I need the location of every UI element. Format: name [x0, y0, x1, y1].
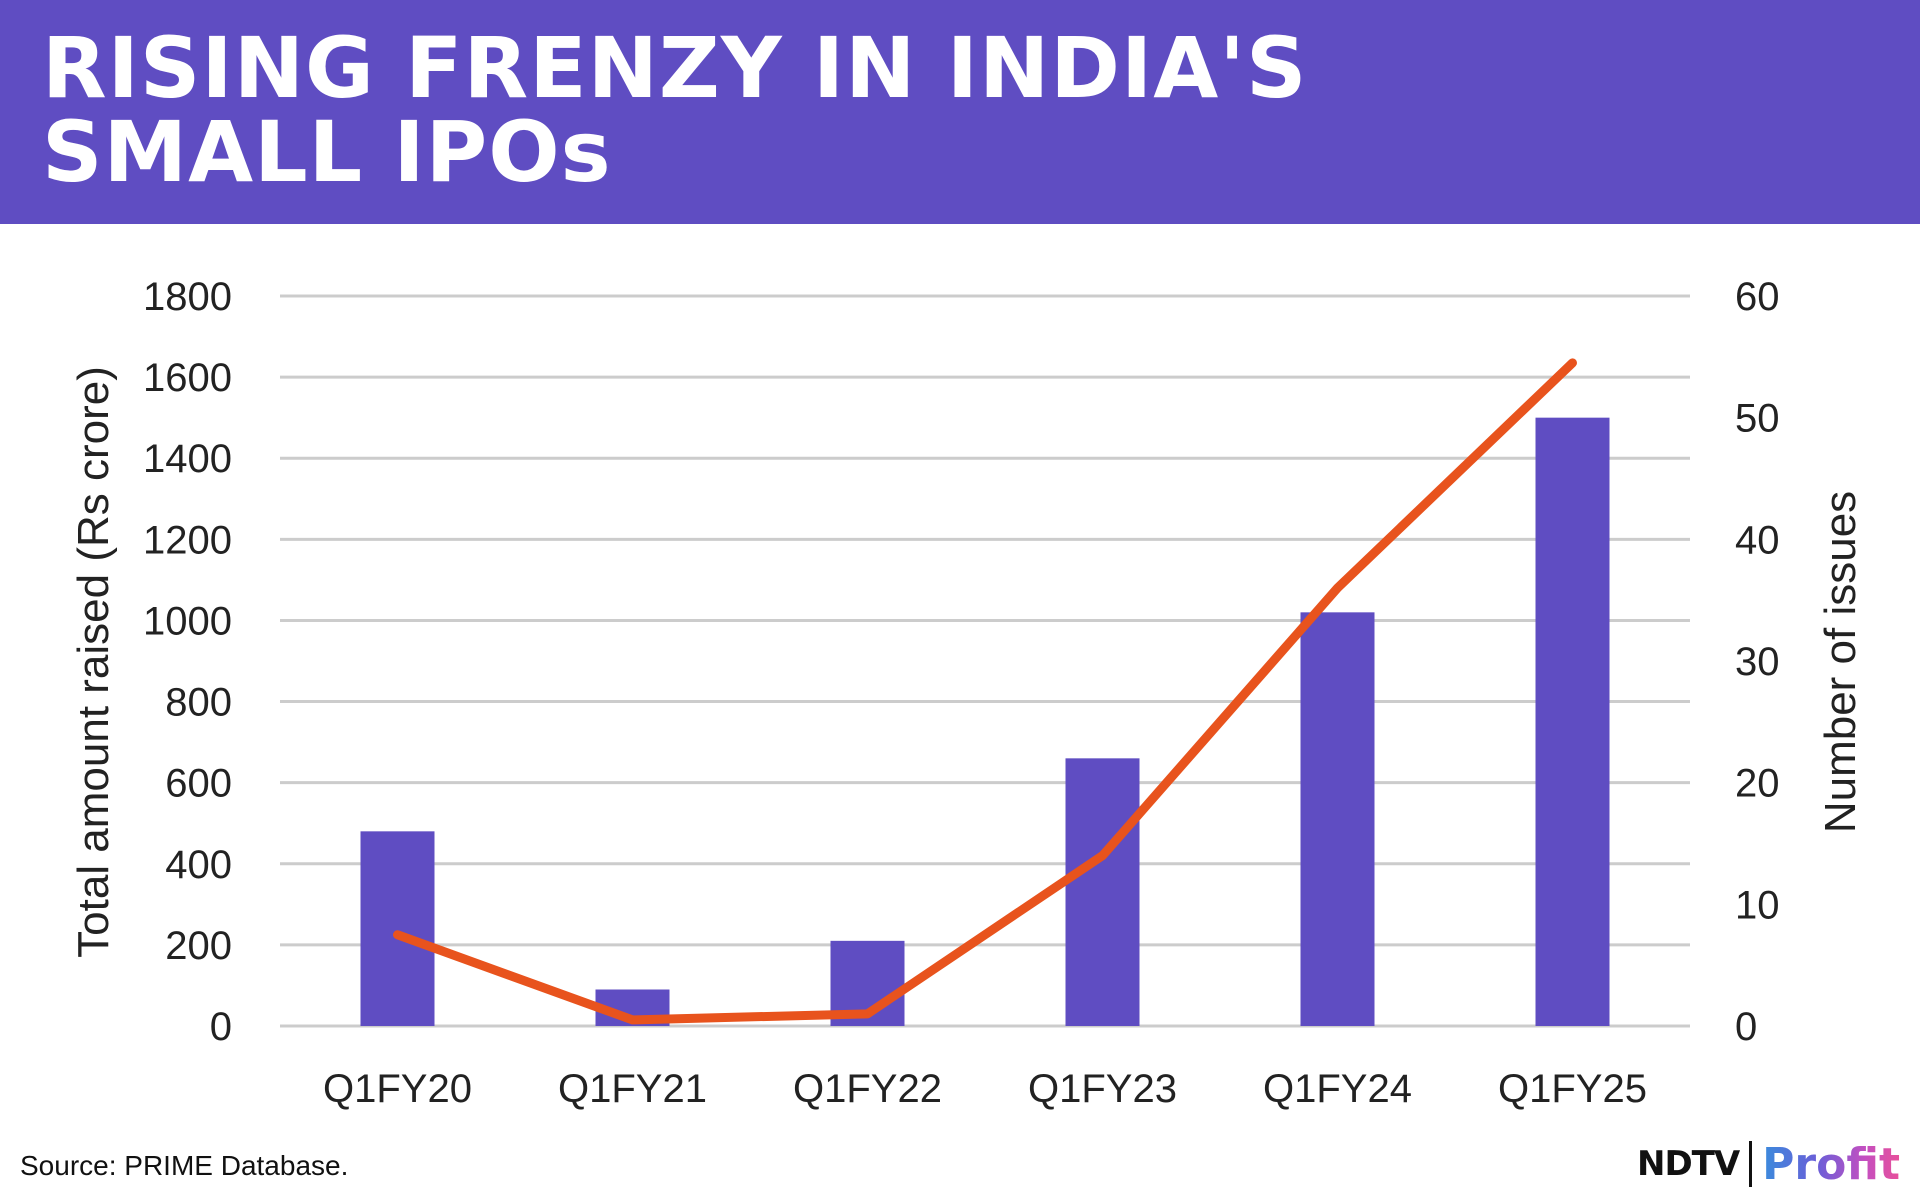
logo-profit-text: Profit: [1762, 1138, 1900, 1190]
x-tick-label: Q1FY21: [558, 1067, 707, 1111]
right-axis-ticks: 0 10 20 30 40 50 60: [1735, 275, 1780, 1049]
chart-title-line1: RISING FRENZY IN INDIA'S: [42, 19, 1308, 117]
line-point: [866, 1012, 869, 1015]
left-tick-label: 1400: [143, 437, 232, 481]
left-axis-title: Total amount raised (Rs crore): [69, 366, 118, 958]
bar: [360, 831, 435, 1026]
x-axis-ticks: Q1FY20 Q1FY21 Q1FY22 Q1FY23 Q1FY24 Q1FY25: [323, 1067, 1647, 1111]
right-tick-label: 60: [1735, 275, 1780, 319]
logo-divider: [1749, 1141, 1753, 1187]
ndtv-profit-logo: NDTV Profit: [1637, 1136, 1900, 1192]
chart: 0 200 400 600 800 1000 1200 1400 1600 1800 0 10 20 3…: [69, 275, 1865, 1111]
line-point: [1571, 361, 1574, 364]
left-tick-label: 600: [165, 762, 232, 806]
chart-title-line2: SMALL IPOs: [42, 103, 612, 201]
left-tick-label: 200: [165, 924, 232, 968]
left-tick-label: 800: [165, 681, 232, 725]
left-tick-label: 0: [210, 1005, 232, 1049]
right-tick-label: 40: [1735, 518, 1780, 562]
x-tick-label: Q1FY22: [793, 1067, 942, 1111]
line-path: [393, 358, 1577, 1025]
left-tick-label: 1800: [143, 275, 232, 319]
bar: [1535, 417, 1610, 1026]
right-tick-label: 10: [1735, 883, 1780, 927]
left-tick-label: 1200: [143, 518, 232, 562]
left-tick-label: 1000: [143, 599, 232, 643]
bar: [1065, 758, 1140, 1026]
logo-ndtv-text: NDTV: [1636, 1144, 1740, 1184]
line-point: [1336, 587, 1339, 589]
header-banner: RISING FRENZY IN INDIA'S SMALL IPOs: [0, 0, 1920, 224]
chart-title: RISING FRENZY IN INDIA'S SMALL IPOs: [42, 26, 1307, 194]
x-tick-label: Q1FY24: [1263, 1067, 1412, 1111]
line-point: [396, 933, 399, 936]
right-tick-label: 30: [1735, 640, 1780, 684]
line-point: [631, 1018, 634, 1021]
right-tick-label: 50: [1735, 397, 1780, 441]
left-tick-label: 1600: [143, 356, 232, 400]
x-tick-label: Q1FY25: [1498, 1067, 1647, 1111]
right-axis-title: Number of issues: [1816, 491, 1865, 833]
source-note: Source: PRIME Database.: [20, 1150, 349, 1181]
line-point: [1101, 854, 1104, 857]
right-tick-label: 20: [1735, 762, 1780, 806]
right-tick-label: 0: [1735, 1005, 1757, 1049]
x-tick-label: Q1FY20: [323, 1067, 472, 1111]
bar: [1300, 612, 1375, 1026]
left-axis-ticks: 0 200 400 600 800 1000 1200 1400 1600 1800: [143, 275, 232, 1049]
x-tick-label: Q1FY23: [1028, 1067, 1177, 1111]
line-series: [393, 358, 1577, 1025]
gridlines: [280, 294, 1690, 1028]
left-tick-label: 400: [165, 843, 232, 887]
bar-series: [360, 417, 1610, 1026]
